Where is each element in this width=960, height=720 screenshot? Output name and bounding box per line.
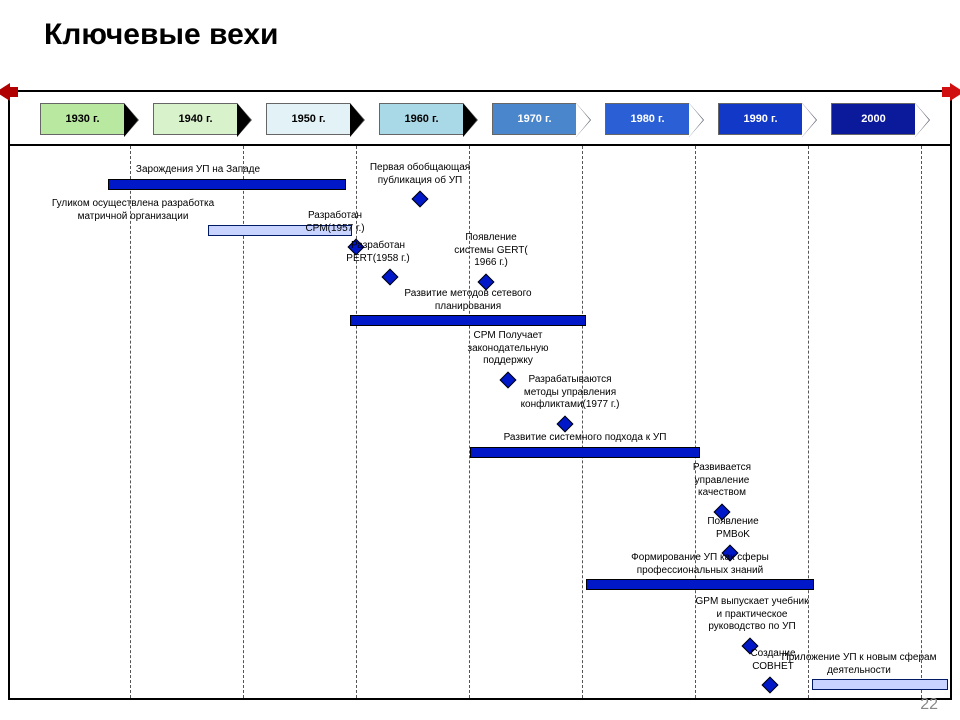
diamond-icon [412,191,429,208]
item-label: Зарождения УП на Западе [108,164,288,179]
gridline [469,146,470,698]
item-label: Приложение УП к новым сферам деятельност… [770,652,948,679]
decade-tab[interactable]: 1940 г. [153,103,237,135]
item-label: CPM Получает законодательную поддержку [448,330,568,370]
timeline-bar: Развитие системного подхода к УП [470,432,700,458]
timeline-milestone: Появление системы GERT( 1966 г.) [436,232,546,288]
decade-label: 1990 г. [743,113,777,125]
bar-icon [108,179,346,190]
diamond-icon [557,415,574,432]
timeline-bar: Зарождения УП на Западе [108,164,288,190]
item-label: Разрабатываются методы управления конфли… [500,374,640,414]
item-label: Разработан CPM(1957 г.) [290,210,380,237]
decade-label: 1980 г. [630,113,664,125]
item-label: Гуликом осуществлена разработка матрично… [20,198,246,225]
item-label: GPM выпускает учебник и практическое рук… [672,596,832,636]
decade-label: 1950 г. [291,113,325,125]
decade-tab[interactable]: 1990 г. [718,103,802,135]
decade-tab[interactable]: 1980 г. [605,103,689,135]
diamond-icon [382,269,399,286]
decade-tab[interactable]: 1950 г. [266,103,350,135]
item-label: Развитие методов сетевого планирования [350,288,586,315]
timeline-chart: 1930 г. 1940 г. 1950 г. 1960 г. 1970 г. 1980 … [8,90,952,700]
page-title: Ключевые вехи [0,0,960,64]
decade-label: 2000 [861,113,885,125]
page-number: 22 [920,696,938,714]
item-label: Развитие системного подхода к УП [470,432,700,447]
timeline-bar: Развитие методов сетевого планирования [350,288,586,326]
decade-label: 1960 г. [404,113,438,125]
item-label: Формирование УП как сферы профессиональн… [586,552,814,579]
bar-icon [586,579,814,590]
timeline-milestone: GPM выпускает учебник и практическое рук… [672,596,832,652]
decade-tab[interactable]: 2000 [831,103,915,135]
timeline-bar: Формирование УП как сферы профессиональн… [586,552,814,590]
bar-icon [812,679,948,690]
item-label: Появление PMBoK [688,516,778,543]
bar-icon [350,315,586,326]
item-label: Появление системы GERT( 1966 г.) [436,232,546,272]
timeline-bar: Приложение УП к новым сферам деятельност… [770,652,948,690]
timeline-bar: Гуликом осуществлена разработка матрично… [20,198,246,236]
decade-label: 1940 г. [178,113,212,125]
decade-tab[interactable]: 1970 г. [492,103,576,135]
decade-label: 1970 г. [517,113,551,125]
timeline-milestone: Первая обобщающая публикация об УП [350,162,490,205]
bar-icon [470,447,700,458]
decade-label: 1930 г. [65,113,99,125]
decade-header: 1930 г. 1940 г. 1950 г. 1960 г. 1970 г. 1980 … [10,92,950,146]
decade-tab[interactable]: 1930 г. [40,103,124,135]
item-label: Первая обобщающая публикация об УП [350,162,490,189]
timeline-milestone: Развивается управление качеством [672,462,772,518]
timeline-milestone: Разработан PERT(1958 г.) [328,240,428,283]
decade-tab[interactable]: 1960 г. [379,103,463,135]
timeline-milestone: Разрабатываются методы управления конфли… [500,374,640,430]
item-label: Развивается управление качеством [672,462,772,502]
item-label: Разработан PERT(1958 г.) [328,240,428,267]
gridline [921,146,922,698]
